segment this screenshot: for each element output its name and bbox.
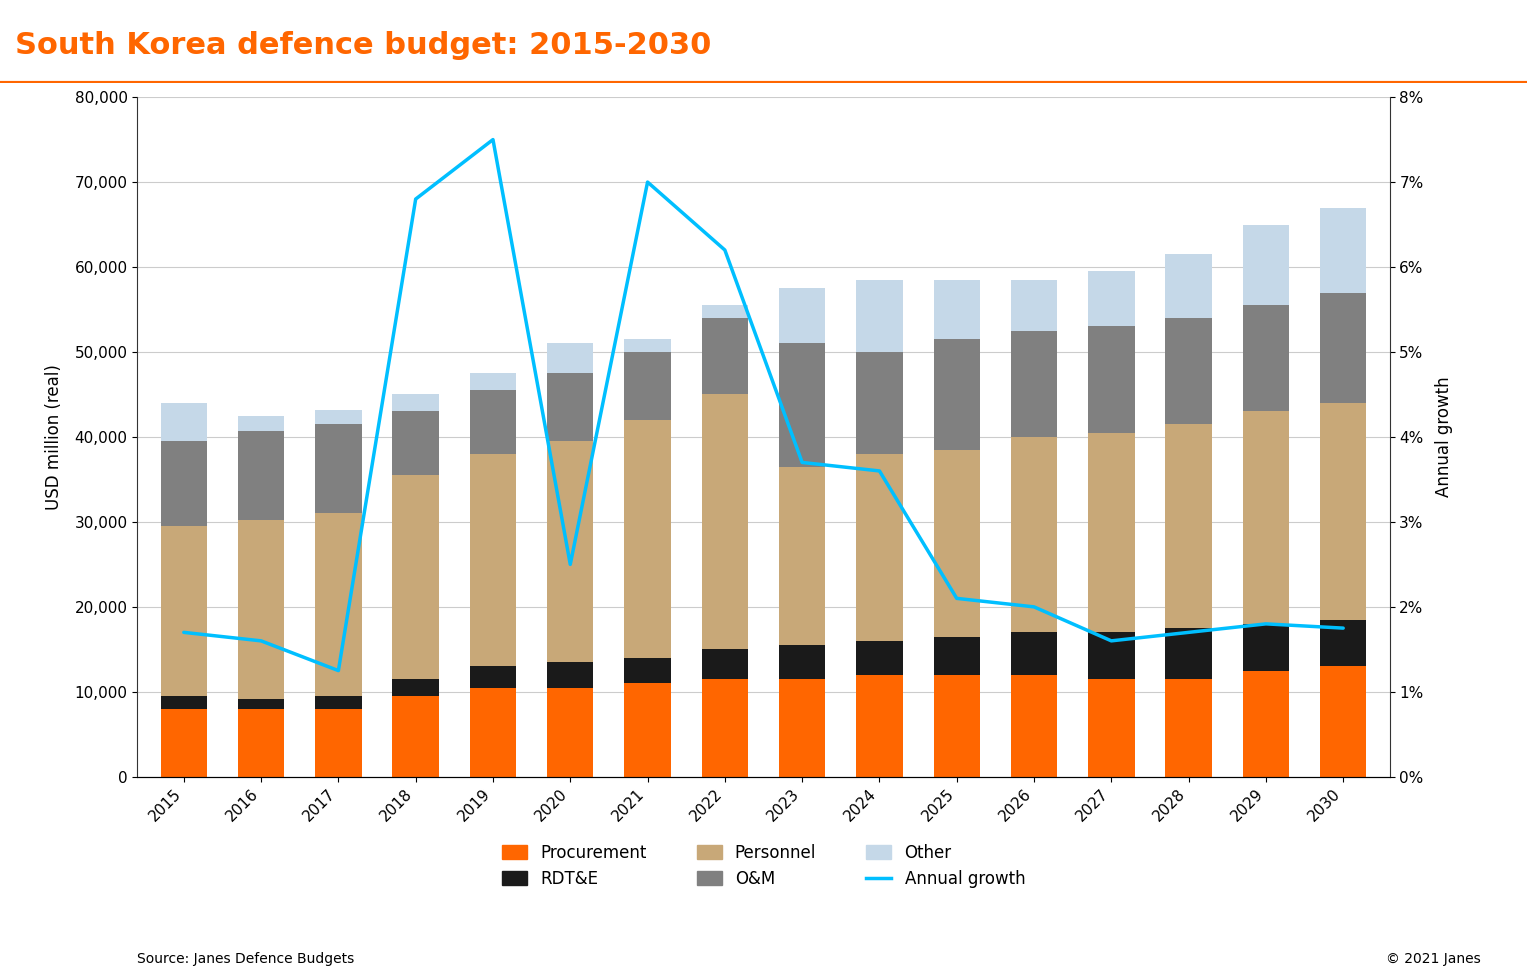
Bar: [625, 419, 670, 658]
Bar: [547, 687, 594, 777]
Bar: [1319, 292, 1367, 403]
Bar: [315, 696, 362, 709]
Bar: [238, 699, 284, 709]
Bar: [779, 288, 825, 344]
Bar: [392, 412, 438, 475]
Bar: [238, 431, 284, 520]
Bar: [160, 696, 208, 709]
Bar: [238, 416, 284, 431]
Bar: [547, 662, 594, 687]
Y-axis label: Annual growth: Annual growth: [1435, 377, 1452, 497]
Bar: [1011, 437, 1057, 632]
Bar: [547, 373, 594, 441]
Bar: [1319, 208, 1367, 292]
Bar: [1089, 271, 1135, 326]
Bar: [857, 453, 902, 641]
Bar: [702, 679, 748, 777]
Bar: [1011, 675, 1057, 777]
Bar: [1011, 280, 1057, 331]
Bar: [470, 687, 516, 777]
Text: Source: Janes Defence Budgets: Source: Janes Defence Budgets: [137, 953, 354, 966]
Bar: [1089, 679, 1135, 777]
Bar: [547, 344, 594, 373]
Bar: [702, 305, 748, 318]
Bar: [392, 696, 438, 777]
Bar: [1011, 632, 1057, 675]
Bar: [1243, 671, 1289, 777]
Bar: [779, 645, 825, 679]
Bar: [470, 390, 516, 453]
Bar: [160, 526, 208, 696]
Bar: [470, 373, 516, 390]
Bar: [1243, 224, 1289, 305]
Bar: [857, 641, 902, 675]
Bar: [315, 514, 362, 696]
Bar: [1089, 632, 1135, 679]
Bar: [1165, 254, 1212, 318]
Bar: [857, 675, 902, 777]
Bar: [702, 650, 748, 679]
Bar: [1089, 326, 1135, 433]
Bar: [1011, 331, 1057, 437]
Bar: [315, 410, 362, 424]
Text: © 2021 Janes: © 2021 Janes: [1387, 953, 1481, 966]
Bar: [160, 709, 208, 777]
Bar: [779, 467, 825, 645]
Legend: Procurement, RDT&E, Personnel, O&M, Other, Annual growth: Procurement, RDT&E, Personnel, O&M, Othe…: [495, 837, 1032, 894]
Y-axis label: USD million (real): USD million (real): [46, 364, 64, 510]
Bar: [315, 709, 362, 777]
Bar: [625, 658, 670, 684]
Bar: [1089, 433, 1135, 632]
Bar: [1319, 666, 1367, 777]
Bar: [625, 339, 670, 352]
Bar: [779, 679, 825, 777]
Bar: [1243, 623, 1289, 671]
Bar: [933, 280, 980, 339]
Bar: [392, 394, 438, 412]
Bar: [1319, 619, 1367, 666]
Bar: [392, 475, 438, 679]
Bar: [1165, 679, 1212, 777]
Bar: [779, 344, 825, 467]
Bar: [1243, 412, 1289, 623]
Bar: [702, 318, 748, 394]
Bar: [470, 666, 516, 687]
Bar: [1243, 305, 1289, 412]
Bar: [625, 352, 670, 419]
Bar: [160, 441, 208, 526]
Bar: [933, 675, 980, 777]
Text: South Korea defence budget: 2015-2030: South Korea defence budget: 2015-2030: [15, 31, 712, 60]
Bar: [547, 441, 594, 662]
Bar: [392, 679, 438, 696]
Bar: [1319, 403, 1367, 619]
Bar: [1165, 424, 1212, 628]
Bar: [238, 520, 284, 698]
Bar: [470, 453, 516, 666]
Bar: [1165, 628, 1212, 679]
Bar: [857, 352, 902, 453]
Bar: [1165, 318, 1212, 424]
Bar: [625, 684, 670, 777]
Bar: [933, 450, 980, 637]
Bar: [933, 637, 980, 675]
Bar: [933, 339, 980, 450]
Bar: [857, 280, 902, 352]
Bar: [702, 394, 748, 650]
Bar: [315, 424, 362, 514]
Bar: [160, 403, 208, 441]
Bar: [238, 709, 284, 777]
